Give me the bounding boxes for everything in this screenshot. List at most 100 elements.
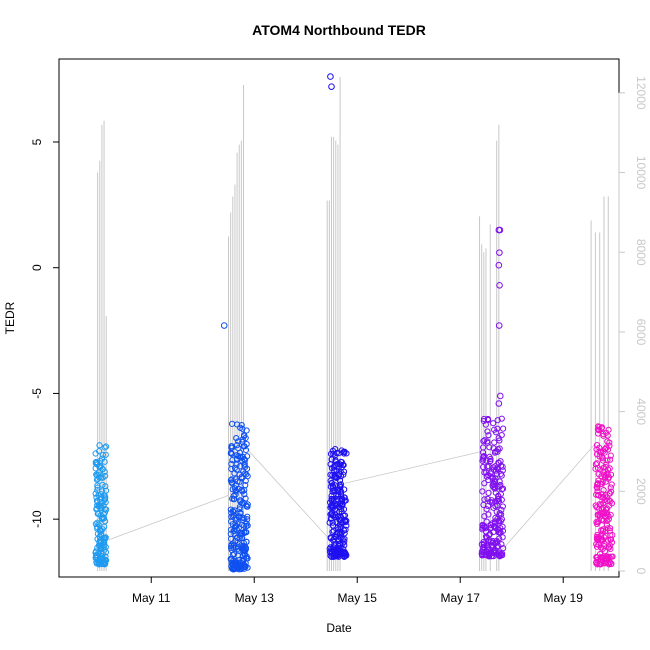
tedr-point [333,449,340,457]
tedr-point [479,488,486,495]
tedr-point [485,489,492,496]
tedr-point [600,432,607,439]
tedr-point [229,508,236,515]
tedr-point [242,495,249,502]
tedr-point [237,454,244,461]
tedr-point [96,555,103,562]
tedr-point [599,527,607,535]
tedr-point [238,531,245,538]
tedr-point [234,534,241,542]
tedr-point [603,521,611,528]
tedr-point [230,550,238,558]
tedr-point [495,552,502,559]
tedr-point [593,491,600,498]
tedr-point [593,442,601,449]
tedr-point [597,550,604,558]
tedr-point [491,518,499,525]
tedr-point [500,425,507,432]
tedr-point [330,498,337,505]
tedr-point [101,509,109,516]
tedr-point [241,529,248,537]
tedr-point [237,424,244,431]
tedr-point [228,479,235,486]
tedr-point [239,521,246,528]
tedr-point [488,549,495,556]
tedr-point [227,555,235,562]
tedr-point [485,432,492,439]
tedr-point [97,531,105,538]
tedr-point [102,451,109,458]
tedr-point [93,476,101,483]
y2-tick-label: 2000 [634,478,648,505]
tedr-point [102,483,109,490]
tedr-point [481,452,488,460]
tedr-point [233,563,240,570]
tedr-point [601,534,608,541]
tedr-point [490,445,497,452]
tedr-point [496,510,503,517]
x-tick-label: May 15 [338,591,378,605]
tedr-point [604,446,612,453]
tedr-point [594,488,601,495]
tedr-point [480,438,487,445]
tedr-point [329,522,337,529]
tedr-point [483,473,490,480]
tedr-point [338,458,345,466]
y-axis-left: -10 -5 0 5 [30,138,59,528]
tedr-point [95,558,102,566]
tedr-point-outlier [496,282,503,289]
tedr-point [484,428,491,435]
tedr-point [499,503,506,510]
tedr-point [593,518,600,526]
tedr-point [498,511,505,518]
tedr-point [479,524,486,531]
tedr-point [494,544,501,551]
tedr-point [241,555,248,562]
tedr-point-outlier [495,261,503,269]
tedr-point [492,489,499,496]
tedr-point [236,471,243,478]
tedr-point [596,424,603,431]
tedr-point [602,506,610,513]
tedr-point [98,544,105,551]
tedr-point [102,556,109,564]
tedr-point [335,464,342,471]
tedr-point [484,438,491,445]
tedr-point [606,439,613,446]
tedr-point [597,554,604,561]
tedr-point [101,444,108,451]
x-axis-label: Date [326,621,352,635]
tedr-point [499,534,506,541]
tedr-point [494,465,502,472]
tedr-point [232,487,239,494]
tedr-point [228,476,235,483]
tedr-point [329,488,336,495]
tedr-point [481,480,488,487]
tedr-point [328,501,335,509]
tedr-point [606,497,613,504]
tedr-point [479,449,487,456]
tedr-point [601,445,608,453]
tedr-point [234,552,242,559]
y2-tick-label: 10000 [634,156,648,190]
tedr-point [228,541,235,548]
tedr-point [102,472,109,480]
tedr-point [341,518,349,525]
tedr-point [596,557,603,564]
tedr-point-outlier [496,392,504,400]
tedr-point [231,564,239,572]
tedr-point [94,519,101,526]
tedr-point [94,475,101,482]
tedr-point [480,538,487,546]
tedr-point [241,551,249,558]
tedr-point [494,448,501,455]
tedr-point [102,549,110,556]
tedr-point [487,538,494,545]
tedr-point [239,529,246,537]
tedr-point [492,514,499,521]
tedr-point [227,535,235,542]
y-tick-label: 5 [30,138,44,145]
tedr-point [495,542,502,550]
tedr-point [336,470,343,477]
